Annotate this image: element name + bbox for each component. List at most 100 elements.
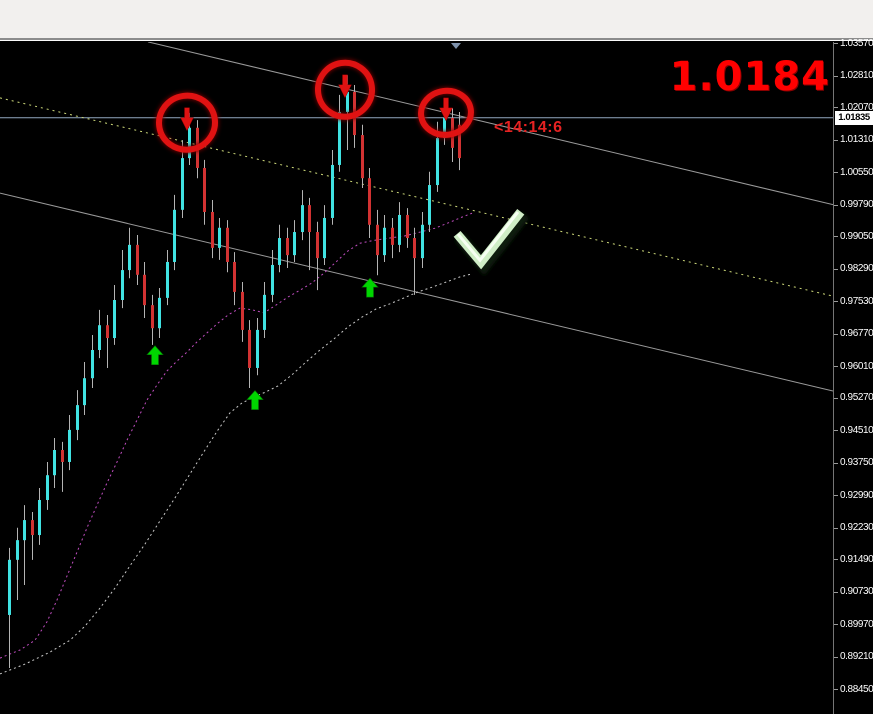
sell-signal-arrow-icon[interactable] xyxy=(180,107,194,132)
chart-shift-triangle-icon[interactable] xyxy=(451,43,461,49)
candle xyxy=(68,429,71,462)
candle xyxy=(46,475,49,500)
candle xyxy=(263,294,266,330)
axis-tick xyxy=(834,333,838,335)
price-axis-label: 0.91490 xyxy=(840,553,873,565)
candle xyxy=(323,217,326,259)
candle xyxy=(391,227,394,245)
ma-curve-fast xyxy=(0,212,473,659)
price-axis-label: 0.94510 xyxy=(840,424,873,436)
candle xyxy=(233,261,236,292)
candle xyxy=(23,520,26,541)
candle xyxy=(421,224,424,259)
candle xyxy=(8,559,11,615)
price-axis-label: 1.01310 xyxy=(840,134,873,146)
sell-signal-arrow-icon[interactable] xyxy=(338,74,352,99)
axis-tick xyxy=(834,43,838,45)
candle xyxy=(428,185,431,225)
candle xyxy=(346,91,349,112)
candle xyxy=(16,540,19,560)
candle xyxy=(136,244,139,275)
candle xyxy=(53,450,56,476)
candle xyxy=(113,300,116,339)
price-axis-label: 0.97530 xyxy=(840,295,873,307)
price-axis-label: 0.98290 xyxy=(840,263,873,275)
axis-tick xyxy=(834,236,838,238)
candle xyxy=(226,227,229,262)
channel-line-upper[interactable] xyxy=(147,42,833,206)
candle xyxy=(38,500,41,536)
candle xyxy=(31,520,34,536)
price-axis-label: 0.99050 xyxy=(840,230,873,242)
current-price-tag: 1.01835 xyxy=(835,110,873,125)
candle xyxy=(76,405,79,430)
candle xyxy=(181,158,184,210)
candle xyxy=(413,238,416,259)
candle xyxy=(98,325,101,350)
sell-signal-arrow-icon[interactable] xyxy=(439,97,453,122)
candle xyxy=(91,350,94,379)
axis-tick xyxy=(834,172,838,174)
candle xyxy=(151,305,154,329)
candle xyxy=(361,135,364,179)
price-axis-label: 0.95270 xyxy=(840,392,873,404)
candle xyxy=(241,291,244,330)
axis-tick xyxy=(834,527,838,529)
candle xyxy=(83,378,86,406)
chrome-separator xyxy=(0,38,873,40)
axis-tick xyxy=(834,204,838,206)
axis-tick xyxy=(834,139,838,141)
price-axis-label: 0.89210 xyxy=(840,651,873,663)
candle xyxy=(308,205,311,233)
axis-tick xyxy=(834,397,838,399)
sell-signal-circle-icon[interactable] xyxy=(156,92,219,153)
sell-signal-circle-icon[interactable] xyxy=(418,87,474,139)
candle xyxy=(316,232,319,259)
window-chrome-top xyxy=(0,0,873,38)
price-axis-label: 0.93750 xyxy=(840,457,873,469)
candle xyxy=(406,214,409,239)
candle xyxy=(121,270,124,300)
descending-dotted-line[interactable] xyxy=(0,97,833,297)
axis-tick xyxy=(834,75,838,77)
price-axis-label: 1.03570 xyxy=(840,37,873,49)
candle xyxy=(218,227,221,248)
axis-tick xyxy=(834,301,838,303)
candle xyxy=(188,127,191,159)
candle xyxy=(271,264,274,295)
buy-signal-arrow-icon[interactable] xyxy=(146,345,164,366)
candle xyxy=(383,227,386,256)
price-axis-label: 0.90730 xyxy=(840,586,873,598)
axis-tick xyxy=(834,591,838,593)
candle xyxy=(256,329,259,368)
candle xyxy=(106,325,109,339)
signal-time-label: <14:14:6 xyxy=(494,119,563,136)
axis-tick xyxy=(834,268,838,270)
big-price-display: 1.0184 xyxy=(669,54,830,100)
candle xyxy=(128,244,131,271)
buy-signal-arrow-icon[interactable] xyxy=(361,277,379,298)
candle xyxy=(211,211,214,248)
axis-tick xyxy=(834,462,838,464)
price-axis-label: 1.02810 xyxy=(840,70,873,82)
candle xyxy=(61,450,64,462)
candle xyxy=(166,261,169,298)
checkmark-highlight xyxy=(456,211,520,263)
buy-signal-arrow-icon[interactable] xyxy=(246,390,264,410)
axis-tick xyxy=(834,366,838,368)
candle xyxy=(248,329,251,368)
price-axis-label: 0.96010 xyxy=(840,360,873,372)
axis-tick xyxy=(834,689,838,691)
candle xyxy=(338,111,341,165)
axis-tick xyxy=(834,107,838,109)
price-axis-label: 0.88450 xyxy=(840,683,873,695)
candle xyxy=(286,238,289,256)
candle xyxy=(458,124,461,159)
price-axis-label: 1.02070 xyxy=(840,101,873,113)
candle xyxy=(301,205,304,233)
sell-signal-circle-icon[interactable] xyxy=(315,59,376,120)
price-axis[interactable]: 1.01835 1.03570 1.02810 1.02070 1.01310 1.00… xyxy=(833,38,873,714)
price-axis-label: 0.89970 xyxy=(840,618,873,630)
chart-canvas[interactable] xyxy=(0,42,833,714)
price-axis-label: 0.96770 xyxy=(840,328,873,340)
